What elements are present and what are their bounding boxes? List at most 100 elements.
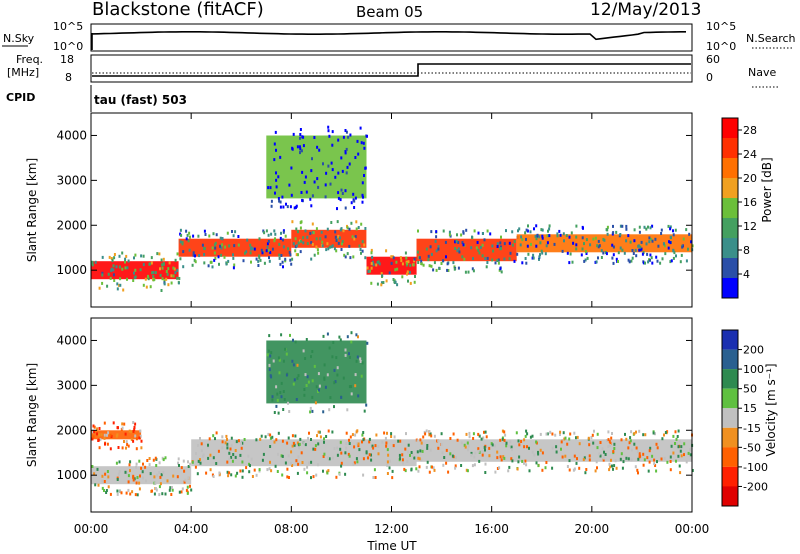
velocity-speckle xyxy=(98,433,101,437)
power-speckle xyxy=(168,261,171,265)
velocity-speckle xyxy=(437,439,440,442)
power-speckle xyxy=(413,257,416,261)
velocity-speckle xyxy=(404,469,407,473)
power-speckle xyxy=(395,260,398,264)
velocity-speckle xyxy=(609,444,611,447)
velocity-speckle xyxy=(411,454,414,457)
power-speckle xyxy=(337,191,340,195)
power-speckle xyxy=(124,266,127,270)
velocity-speckle xyxy=(554,433,557,437)
velocity-speckle xyxy=(101,486,104,490)
velocity-speckle xyxy=(285,373,288,377)
power-speckle xyxy=(619,233,622,236)
x-tick-label: 12:00 xyxy=(374,522,409,536)
power-speckle xyxy=(270,232,273,236)
velocity-speckle xyxy=(541,468,544,472)
power-speckle xyxy=(273,229,276,233)
velocity-speckle xyxy=(292,363,295,367)
velocity-speckle xyxy=(683,442,686,446)
velocity-speckle xyxy=(454,466,457,470)
power-speckle xyxy=(282,230,285,234)
velocity-speckle xyxy=(484,471,487,474)
power-speckle xyxy=(406,270,409,274)
colorbar-tick-label: 15 xyxy=(743,402,757,415)
velocity-ylabel: Slant Range [km] xyxy=(25,363,39,467)
velocity-speckle xyxy=(139,474,141,478)
power-speckle xyxy=(517,229,519,233)
velocity-speckle xyxy=(639,454,642,458)
velocity-speckle xyxy=(336,373,339,377)
velocity-speckle xyxy=(637,457,640,461)
power-speckle xyxy=(650,237,653,241)
power-speckle xyxy=(345,171,348,175)
velocity-speckle xyxy=(529,435,532,439)
velocity-speckle xyxy=(460,464,463,467)
power-speckle xyxy=(513,240,516,243)
velocity-speckle xyxy=(153,475,156,479)
velocity-speckle xyxy=(133,425,136,429)
velocity-speckle xyxy=(340,395,343,399)
power-speckle xyxy=(486,229,489,233)
velocity-speckle xyxy=(573,454,576,458)
power-speckle xyxy=(197,234,200,238)
power-speckle xyxy=(499,241,502,245)
power-speckle xyxy=(584,250,587,254)
power-speckle xyxy=(427,258,430,262)
power-speckle xyxy=(472,269,475,273)
power-speckle xyxy=(619,246,622,250)
velocity-speckle xyxy=(350,331,353,335)
power-speckle xyxy=(508,257,511,261)
power-speckle xyxy=(457,266,460,270)
velocity-speckle xyxy=(116,433,119,437)
power-speckle xyxy=(101,273,104,277)
velocity-speckle xyxy=(274,464,277,468)
power-speckle xyxy=(471,235,473,239)
velocity-speckle xyxy=(545,432,548,436)
velocity-speckle xyxy=(605,439,608,442)
velocity-speckle xyxy=(355,430,358,434)
power-speckle xyxy=(462,243,465,247)
velocity-speckle xyxy=(429,432,432,436)
velocity-speckle xyxy=(357,394,360,398)
velocity-speckle xyxy=(630,448,633,452)
power-speckle xyxy=(656,259,659,263)
velocity-speckle xyxy=(123,440,125,443)
velocity-speckle xyxy=(278,358,281,362)
velocity-speckle xyxy=(294,434,297,438)
velocity-speckle xyxy=(397,439,400,443)
power-speckle xyxy=(335,249,338,253)
velocity-speckle xyxy=(339,440,342,444)
power-speckle xyxy=(499,245,502,249)
velocity-speckle xyxy=(303,393,306,397)
velocity-speckle xyxy=(535,440,538,444)
cpid-label: CPID xyxy=(6,91,35,104)
colorbar-tick-label: 4 xyxy=(743,268,750,281)
velocity-speckle xyxy=(129,492,132,496)
colorbar-swatch xyxy=(722,118,738,138)
power-speckle xyxy=(309,197,312,201)
power-colorbar-label: Power [dB] xyxy=(760,157,774,222)
velocity-speckle xyxy=(669,455,672,459)
power-speckle xyxy=(448,230,451,234)
velocity-speckle xyxy=(568,459,571,463)
power-speckle xyxy=(661,257,664,261)
velocity-speckle xyxy=(318,430,321,434)
power-speckle xyxy=(301,198,304,202)
velocity-speckle xyxy=(413,456,416,460)
velocity-speckle xyxy=(280,333,283,337)
power-speckle xyxy=(595,260,598,264)
power-speckle xyxy=(429,245,432,249)
velocity-speckle xyxy=(611,464,613,468)
velocity-speckle xyxy=(326,471,329,475)
velocity-speckle xyxy=(120,491,123,495)
power-speckle xyxy=(126,266,129,270)
power-speckle xyxy=(532,253,535,257)
power-speckle xyxy=(133,256,135,260)
power-speckle xyxy=(160,289,163,292)
power-speckle xyxy=(525,228,528,232)
velocity-speckle xyxy=(619,457,622,461)
power-speckle xyxy=(151,271,154,275)
velocity-speckle xyxy=(268,467,271,471)
velocity-speckle xyxy=(374,444,377,448)
